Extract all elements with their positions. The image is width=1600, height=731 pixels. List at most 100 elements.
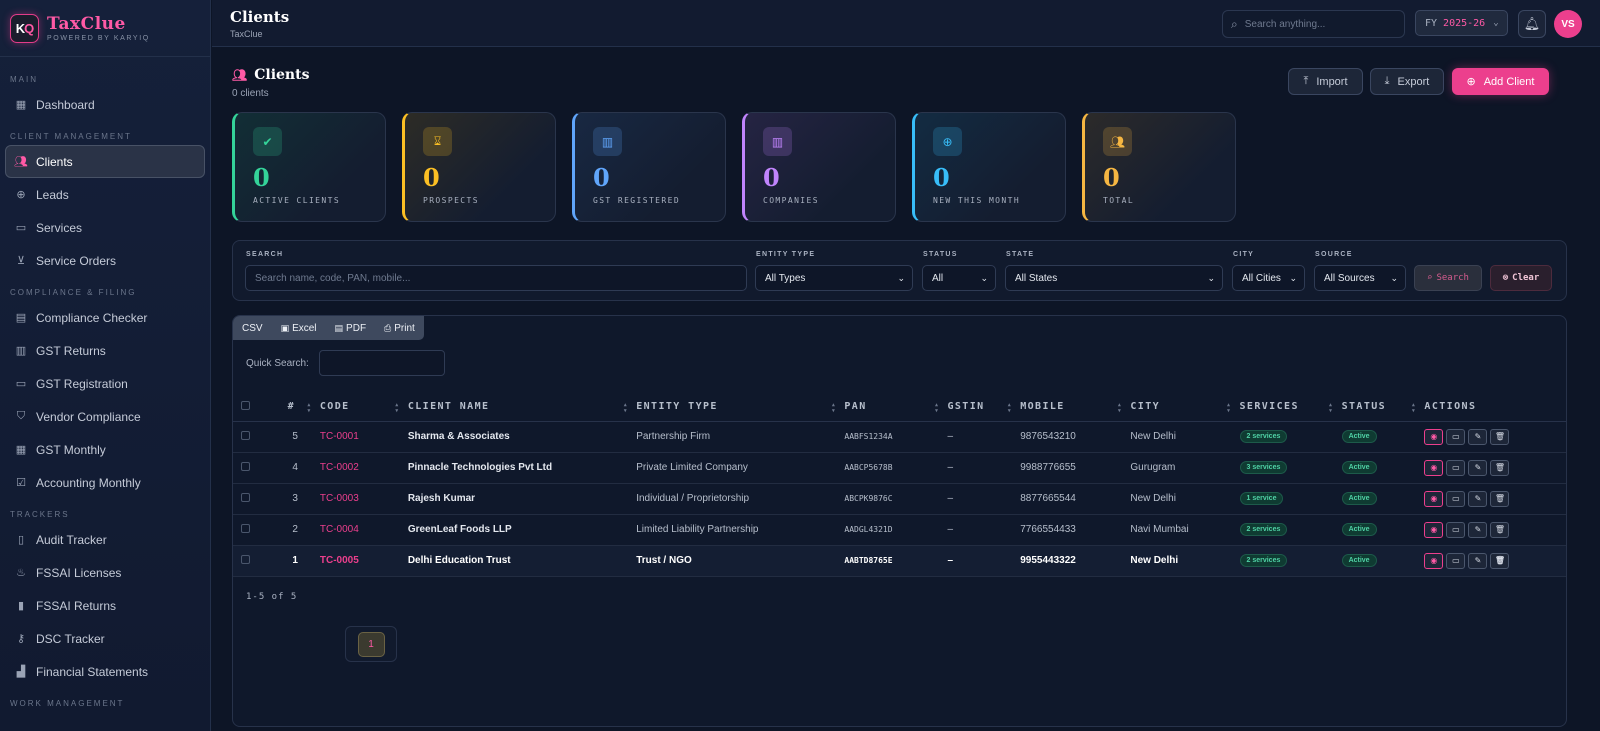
table-row[interactable]: 3 TC-0003 Rajesh Kumar Individual / Proprie… bbox=[233, 483, 1566, 515]
sidebar-item-accounting-monthly[interactable]: ☑ Accounting Monthly bbox=[5, 466, 205, 499]
notification-button[interactable]: 🔔︎ bbox=[1518, 10, 1546, 38]
cell-code-text[interactable]: TC-0004 bbox=[319, 524, 359, 535]
column-header-mobile[interactable]: MOBILE ▲▼ bbox=[1020, 393, 1131, 422]
sidebar-item-financial-statements[interactable]: ▟ Financial Statements bbox=[5, 655, 205, 688]
global-search-input[interactable]: ⌕ Search anything... bbox=[1222, 10, 1405, 38]
stat-card-total[interactable]: 👥︎ 0 TOTAL bbox=[1082, 112, 1236, 222]
stat-card-active-clients[interactable]: ✔ 0 ACTIVE CLIENTS bbox=[232, 112, 386, 222]
delete-button[interactable]: 🗑︎ bbox=[1490, 428, 1510, 445]
stat-card-prospects[interactable]: ⌛︎ 0 PROSPECTS bbox=[402, 112, 556, 222]
avatar[interactable]: VS bbox=[1554, 10, 1582, 38]
fy-selector[interactable]: FY 2025-26 ⌄ bbox=[1415, 10, 1508, 36]
entity-type-select[interactable]: All Types ⌄ bbox=[755, 265, 913, 291]
sidebar-item-fssai-returns[interactable]: ▮ FSSAI Returns bbox=[5, 589, 205, 622]
status-select[interactable]: All ⌄ bbox=[922, 265, 996, 291]
column-header-status[interactable]: STATUS ▲▼ bbox=[1341, 393, 1425, 422]
row-checkbox[interactable] bbox=[241, 554, 250, 564]
edit-button[interactable]: ✎ bbox=[1468, 490, 1488, 507]
brand-tagline: POWERED BY KARYIQ bbox=[47, 35, 150, 42]
cell-code-text[interactable]: TC-0003 bbox=[319, 493, 359, 504]
state-select[interactable]: All States ⌄ bbox=[1005, 265, 1223, 291]
sidebar-item-services[interactable]: ▭ Services bbox=[5, 211, 205, 244]
row-checkbox[interactable] bbox=[241, 492, 250, 502]
pdf-button[interactable]: ▤ PDF bbox=[326, 316, 376, 340]
stat-card-new-this-month[interactable]: ⊕ 0 NEW THIS MONTH bbox=[912, 112, 1066, 222]
quick-search-input[interactable] bbox=[319, 350, 445, 376]
card-button[interactable]: ▭ bbox=[1446, 459, 1466, 476]
sidebar-item-dashboard[interactable]: ▦ Dashboard bbox=[5, 88, 205, 121]
cell-code: TC-0003 bbox=[319, 483, 408, 515]
view-button[interactable]: ◉ bbox=[1424, 459, 1444, 476]
delete-button[interactable]: 🗑︎ bbox=[1490, 521, 1510, 538]
sidebar-item-leads[interactable]: ⊕ Leads bbox=[5, 178, 205, 211]
view-button[interactable]: ◉ bbox=[1424, 552, 1444, 569]
cell-code-text[interactable]: TC-0001 bbox=[319, 431, 359, 442]
page-button[interactable]: 1 bbox=[357, 631, 385, 657]
cell-status: Active bbox=[1341, 452, 1425, 484]
delete-button[interactable]: 🗑︎ bbox=[1490, 459, 1510, 476]
edit-button[interactable]: ✎ bbox=[1468, 521, 1488, 538]
edit-button[interactable]: ✎ bbox=[1468, 459, 1488, 476]
fy-label: FY bbox=[1425, 17, 1438, 29]
sidebar-item-dsc-tracker[interactable]: ⚷ DSC Tracker bbox=[5, 622, 205, 655]
card-button[interactable]: ▭ bbox=[1446, 490, 1466, 507]
cell-code-text[interactable]: TC-0002 bbox=[319, 462, 359, 473]
column-header-client-name[interactable]: CLIENT NAME ▲▼ bbox=[407, 393, 637, 422]
import-button[interactable]: ⤒ Import bbox=[1288, 68, 1363, 95]
cell-code-text[interactable]: TC-0005 bbox=[319, 555, 359, 566]
column-header-[interactable]: # ▲▼ bbox=[287, 393, 320, 422]
sidebar-item-gst-monthly[interactable]: ▦ GST Monthly bbox=[5, 433, 205, 466]
csv-label: CSV bbox=[242, 322, 263, 334]
column-header-entity-type[interactable]: ENTITY TYPE ▲▼ bbox=[636, 393, 845, 422]
stat-card-companies[interactable]: ▥ 0 COMPANIES bbox=[742, 112, 896, 222]
city-select[interactable]: All Cities ⌄ bbox=[1232, 265, 1305, 291]
select-all-checkbox[interactable] bbox=[241, 400, 250, 410]
export-button[interactable]: ⤓ Export bbox=[1370, 68, 1444, 95]
cell-gstin-text: – bbox=[947, 555, 954, 566]
excel-button[interactable]: ▣ Excel bbox=[272, 316, 326, 340]
sidebar-item-fssai-licenses[interactable]: ♨ FSSAI Licenses bbox=[5, 556, 205, 589]
client-search-input[interactable]: Search name, code, PAN, mobile... bbox=[245, 265, 747, 291]
clear-filters-button[interactable]: ⊗ Clear bbox=[1490, 265, 1552, 291]
table-row[interactable]: 2 TC-0004 GreenLeaf Foods LLP Limited Liabi… bbox=[233, 514, 1566, 546]
column-header-pan[interactable]: PAN ▲▼ bbox=[844, 393, 948, 422]
stat-card-gst-registered[interactable]: ▥ 0 GST REGISTERED bbox=[572, 112, 726, 222]
view-button[interactable]: ◉ bbox=[1424, 521, 1444, 538]
clear-filters-label: Clear bbox=[1512, 273, 1540, 283]
edit-button[interactable]: ✎ bbox=[1468, 552, 1488, 569]
search-icon: ⌕ bbox=[1231, 16, 1238, 31]
sidebar-item-gst-returns[interactable]: ▥ GST Returns bbox=[5, 334, 205, 367]
cell-actions: ◉ ▭ ✎ 🗑︎ bbox=[1424, 452, 1566, 484]
view-button[interactable]: ◉ bbox=[1424, 428, 1444, 445]
edit-button[interactable]: ✎ bbox=[1468, 428, 1488, 445]
row-checkbox[interactable] bbox=[241, 523, 250, 533]
column-header-gstin[interactable]: GSTIN ▲▼ bbox=[947, 393, 1021, 422]
row-checkbox[interactable] bbox=[241, 461, 250, 471]
delete-button[interactable]: 🗑︎ bbox=[1490, 490, 1510, 507]
sidebar-item-vendor-compliance[interactable]: ⛉ Vendor Compliance bbox=[5, 400, 205, 433]
row-checkbox[interactable] bbox=[241, 430, 250, 440]
column-header-services[interactable]: SERVICES ▲▼ bbox=[1239, 393, 1342, 422]
cell-name: Sharma & Associates bbox=[407, 421, 637, 453]
filter-search-button[interactable]: ⌕ Search bbox=[1414, 265, 1482, 291]
sidebar-item-audit-tracker[interactable]: ▯ Audit Tracker bbox=[5, 523, 205, 556]
view-button[interactable]: ◉ bbox=[1424, 490, 1444, 507]
column-header-city[interactable]: CITY ▲▼ bbox=[1130, 393, 1240, 422]
sidebar-item-clients[interactable]: 👥︎ Clients bbox=[5, 145, 205, 178]
card-button[interactable]: ▭ bbox=[1446, 428, 1466, 445]
print-button[interactable]: ⎙ Print bbox=[375, 316, 424, 340]
card-button[interactable]: ▭ bbox=[1446, 521, 1466, 538]
csv-button[interactable]: CSV bbox=[233, 316, 272, 340]
delete-button[interactable]: 🗑︎ bbox=[1490, 552, 1510, 569]
table-row[interactable]: 1 TC-0005 Delhi Education Trust Trust / NGO… bbox=[233, 545, 1566, 577]
table-row[interactable]: 5 TC-0001 Sharma & Associates Partnership F… bbox=[233, 421, 1566, 453]
card-button[interactable]: ▭ bbox=[1446, 552, 1466, 569]
sidebar-item-compliance-checker[interactable]: ▤ Compliance Checker bbox=[5, 301, 205, 334]
sidebar-item-service-orders[interactable]: ⊻ Service Orders bbox=[5, 244, 205, 277]
sidebar-item-gst-registration[interactable]: ▭ GST Registration bbox=[5, 367, 205, 400]
add-client-button[interactable]: ⊕ Add Client bbox=[1452, 68, 1549, 95]
table-row[interactable]: 4 TC-0002 Pinnacle Technologies Pvt Ltd Pri… bbox=[233, 452, 1566, 484]
column-header-code[interactable]: CODE ▲▼ bbox=[319, 393, 408, 422]
source-select[interactable]: All Sources ⌄ bbox=[1314, 265, 1406, 291]
